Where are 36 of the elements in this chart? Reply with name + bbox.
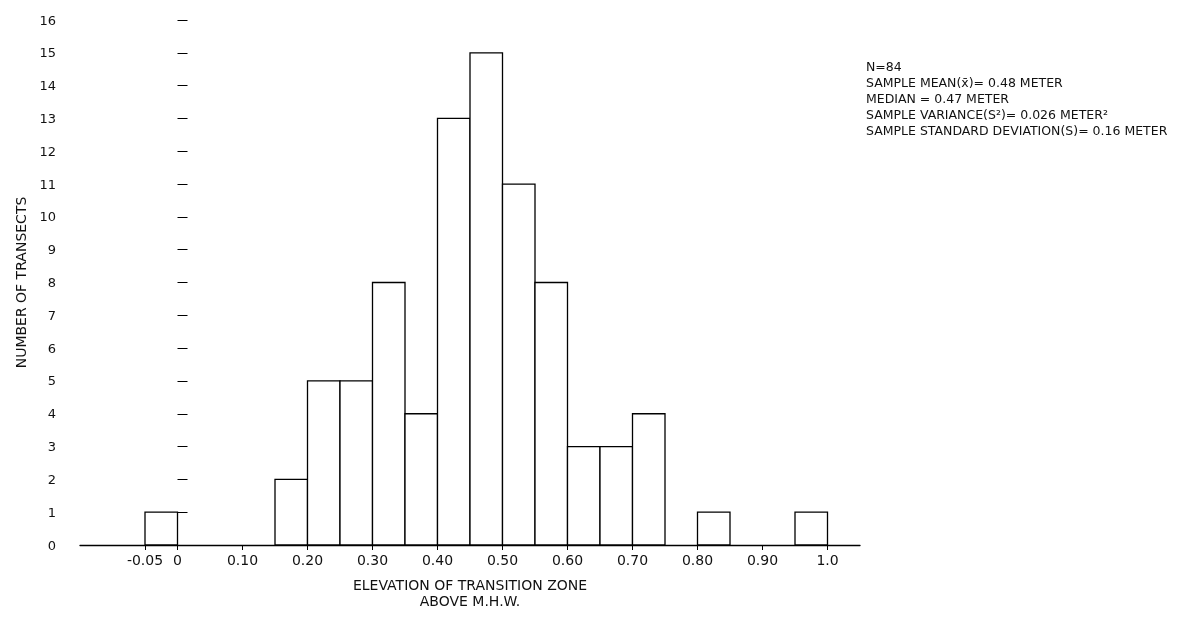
y-tick-label: 5 xyxy=(47,373,56,389)
x-tick-label: -0.05 xyxy=(126,552,164,568)
x-tick-label: 0.20 xyxy=(291,552,324,568)
x-tick-label: 0.50 xyxy=(486,552,519,568)
y-tick-label: 3 xyxy=(47,439,56,455)
y-tick-label: 12 xyxy=(39,143,56,159)
y-tick-label: 0 xyxy=(47,537,56,553)
y-tick-label: 1 xyxy=(47,504,56,520)
x-tick-label: 0.30 xyxy=(356,552,389,568)
x-tick-label: 0.60 xyxy=(551,552,584,568)
x-tick-label: 1.0 xyxy=(816,552,839,568)
text: N=84 xyxy=(866,59,902,74)
y-tick-label: 4 xyxy=(47,406,56,422)
y-tick-label: 16 xyxy=(39,12,56,28)
y-tick-label: 14 xyxy=(39,78,56,94)
x-tick-label: 0 xyxy=(173,552,182,568)
x-tick-label: 0.10 xyxy=(226,552,259,568)
x-axis-title: ELEVATION OF TRANSITION ZONE ABOVE M.H.W. xyxy=(352,577,588,609)
y-tick-label: 7 xyxy=(47,307,56,323)
y-tick-label: 6 xyxy=(47,340,56,356)
y-tick-label: 9 xyxy=(47,242,56,258)
x-tick-label: 0.90 xyxy=(746,552,779,568)
y-tick-label: 10 xyxy=(39,209,56,225)
y-tick-label: 15 xyxy=(39,45,56,61)
text: MEDIAN = 0.47 METER xyxy=(866,91,1010,106)
text: SAMPLE VARIANCE(S²)= 0.026 METER² xyxy=(866,107,1108,122)
y-tick-label: 2 xyxy=(47,471,56,487)
text: SAMPLE STANDARD DEVIATION(S)= 0.16 METER xyxy=(866,123,1168,138)
y-tick-label: 11 xyxy=(39,176,56,192)
y-tick-label: 8 xyxy=(47,275,56,290)
y-axis-title: NUMBER OF TRANSECTS xyxy=(13,196,29,369)
x-tick-label: 0.40 xyxy=(421,552,454,568)
x-tick-label: 0.80 xyxy=(681,552,714,568)
y-tick-label: 13 xyxy=(39,110,56,126)
text: SAMPLE MEAN(x̄)= 0.48 METER xyxy=(866,75,1064,90)
x-tick-label: 0.70 xyxy=(616,552,649,568)
